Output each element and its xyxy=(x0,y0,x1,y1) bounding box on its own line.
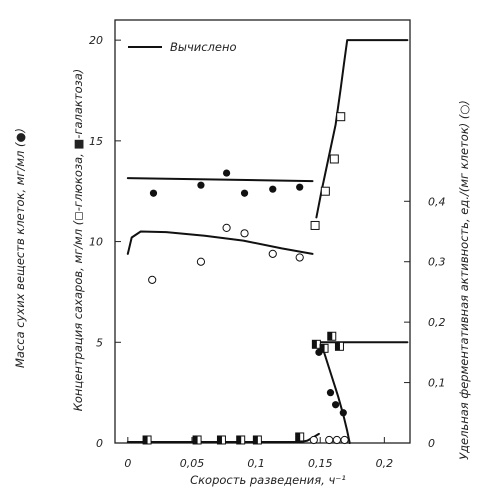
y-right-tick-label: 0,1 xyxy=(428,377,446,390)
glucose-point xyxy=(310,220,320,230)
galactose-point xyxy=(295,432,305,442)
y-right-tick-label: 0,2 xyxy=(428,316,446,329)
galactose-marker-fill xyxy=(295,432,301,441)
enzyme-activity-point xyxy=(196,257,206,266)
enzyme-activity-point xyxy=(268,249,277,258)
y-axis-label-sugar-concentration: Концентрация сахаров, мг/мл (◻-глюкоза, … xyxy=(71,69,85,412)
cell-mass-point xyxy=(240,189,249,197)
glucose-point xyxy=(329,154,339,164)
enzyme-activity-point xyxy=(325,435,334,445)
axis-ticks: 0 0,05 0,1 0,15 0,2 0 5 10 15 20 0 0,1 0,2 0,3 0,4 xyxy=(89,34,446,470)
cell-mass-point xyxy=(149,189,158,197)
galactose-marker-fill xyxy=(193,435,198,444)
glucose-point xyxy=(320,186,330,196)
galactose-point xyxy=(142,435,152,445)
y-right-tick-label: 0 xyxy=(428,437,435,450)
y-left-tick-label: 20 xyxy=(89,34,103,47)
legend: Вычислено xyxy=(128,40,237,54)
galactose-marker-fill xyxy=(217,435,222,444)
enzyme-activity-point xyxy=(332,435,341,445)
legend-label: Вычислено xyxy=(170,40,237,54)
calculated-curve xyxy=(126,230,314,255)
x-tick-label: 0,1 xyxy=(247,457,265,470)
galactose-marker-fill xyxy=(143,435,148,444)
cell-mass-point xyxy=(197,181,205,189)
cell-mass-point xyxy=(269,185,277,193)
galactose-marker-fill xyxy=(312,340,317,349)
enzyme-activity-point xyxy=(340,435,349,445)
cell-mass-point xyxy=(326,389,335,397)
y-right-tick-label: 0,4 xyxy=(428,195,446,208)
y-axis-label-enzyme-activity: Удельная ферментативная активность, ед./… xyxy=(457,100,471,460)
glucose-point xyxy=(336,112,346,122)
y-left-tick-label: 10 xyxy=(89,236,103,249)
y-axis-label-cell-mass: Масса сухих веществ клеток, мг/мл (●) xyxy=(13,128,27,368)
enzyme-activity-point xyxy=(309,435,318,445)
enzyme-activity-point xyxy=(222,223,231,232)
galactose-marker-fill xyxy=(236,435,242,444)
galactose-marker-fill xyxy=(253,435,258,444)
galactose-marker-fill xyxy=(327,332,333,341)
calculated-curve xyxy=(315,39,409,219)
galactose-point xyxy=(192,435,202,445)
y-right-tick-label: 0,3 xyxy=(428,256,446,269)
calculated-curve xyxy=(126,177,314,183)
cell-mass-point xyxy=(296,183,304,191)
enzyme-activity-point xyxy=(295,253,304,262)
galactose-point xyxy=(252,435,262,445)
x-tick-label: 0,05 xyxy=(180,457,205,470)
cell-mass-point xyxy=(332,401,340,409)
x-tick-label: 0,2 xyxy=(376,457,394,470)
x-axis-label: Скорость разведения, ч⁻¹ xyxy=(190,473,346,487)
y-left-tick-label: 5 xyxy=(96,336,103,349)
calculated-curves xyxy=(126,39,409,444)
galactose-point xyxy=(319,343,329,353)
galactose-point xyxy=(236,435,246,445)
galactose-marker-fill xyxy=(320,344,325,353)
enzyme-activity-point xyxy=(148,275,157,284)
enzyme-activity-point xyxy=(240,229,249,238)
y-left-tick-label: 0 xyxy=(96,437,103,450)
galactose-point xyxy=(311,339,321,349)
galactose-marker-fill xyxy=(335,342,340,351)
galactose-point xyxy=(216,435,226,445)
galactose-point xyxy=(334,341,344,351)
x-tick-label: 0 xyxy=(124,457,131,470)
cell-mass-point xyxy=(339,409,347,417)
data-markers xyxy=(142,112,349,445)
x-tick-label: 0,15 xyxy=(308,457,333,470)
cell-mass-point xyxy=(222,169,231,177)
galactose-point xyxy=(327,331,337,341)
y-left-tick-label: 15 xyxy=(89,135,103,148)
